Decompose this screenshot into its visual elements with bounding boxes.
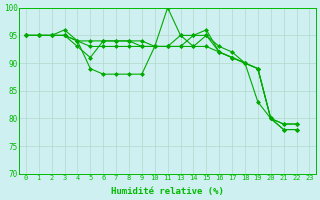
X-axis label: Humidité relative (%): Humidité relative (%)	[111, 187, 224, 196]
